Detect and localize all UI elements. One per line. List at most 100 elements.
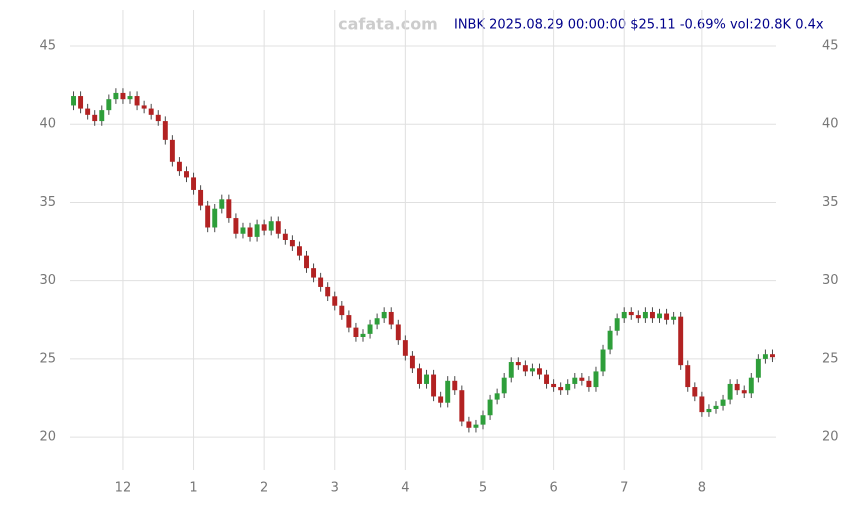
candle-body <box>614 318 620 331</box>
candle-body <box>402 340 408 356</box>
y-tick-label-right: 45 <box>822 38 839 53</box>
x-tick-label: 5 <box>479 481 487 496</box>
candle-body <box>148 108 154 115</box>
candle-body <box>226 199 232 219</box>
candle-body <box>748 377 754 394</box>
candle-body <box>741 390 747 394</box>
candle-body <box>720 399 726 406</box>
candle-body <box>642 311 648 319</box>
candle-body <box>92 114 98 122</box>
candle-body <box>120 92 126 100</box>
candle-body <box>198 189 204 206</box>
candle-body <box>388 311 394 325</box>
y-tick-label-right: 40 <box>822 117 839 132</box>
candle-body <box>755 358 761 378</box>
candle-body <box>494 393 500 400</box>
candle-body <box>431 374 437 397</box>
candle-body <box>162 121 168 140</box>
candle-body <box>78 96 84 109</box>
candle-body <box>459 390 465 422</box>
y-tick-label: 30 <box>39 273 56 288</box>
candle-body <box>424 374 430 384</box>
candle-body <box>219 199 225 209</box>
candle-body <box>113 92 119 100</box>
candle-body <box>169 139 175 162</box>
x-tick-label: 2 <box>260 481 268 496</box>
candle-body <box>685 365 691 388</box>
candle-body <box>268 221 274 231</box>
candle-body <box>353 327 359 338</box>
candle-body <box>318 277 324 287</box>
candle-body <box>191 177 197 190</box>
candle-body <box>769 354 775 358</box>
y-tick-label-right: 20 <box>822 430 839 445</box>
candle-body <box>247 227 253 237</box>
candle-body <box>275 221 281 234</box>
candle-body <box>395 324 401 341</box>
candle-body <box>416 368 422 384</box>
candle-body <box>487 399 493 416</box>
candle-body <box>346 315 352 328</box>
candle-body <box>296 246 302 256</box>
candle-body <box>289 240 295 247</box>
candle-body <box>572 377 578 384</box>
candle-body <box>311 268 317 278</box>
candle-body <box>85 108 91 115</box>
chart-title: INBK 2025.08.29 00:00:00 $25.11 -0.69% v… <box>454 18 824 33</box>
candle-body <box>734 383 740 391</box>
candle-body <box>409 355 415 369</box>
x-tick-label: 8 <box>698 481 706 496</box>
y-tick-label-right: 35 <box>822 195 839 210</box>
candle-body <box>762 354 768 359</box>
x-tick-label: 1 <box>189 481 197 496</box>
candle-body <box>184 171 189 178</box>
y-tick-label: 20 <box>39 430 56 445</box>
candle-body <box>558 387 564 391</box>
candle-body <box>522 365 528 372</box>
x-tick-label: 4 <box>401 481 409 496</box>
candle-body <box>127 96 133 100</box>
candle-body <box>473 424 479 428</box>
watermark: cafata.com <box>338 15 438 34</box>
candle-body <box>727 383 733 400</box>
x-tick-label: 3 <box>331 481 339 496</box>
candle-body <box>706 408 712 413</box>
x-tick-label: 7 <box>620 481 628 496</box>
candle-body <box>579 377 585 381</box>
candle-body <box>212 208 218 228</box>
candle-body <box>657 313 662 319</box>
y-tick-label: 25 <box>39 351 56 366</box>
candle-body <box>176 161 182 172</box>
candle-body <box>600 349 606 372</box>
x-tick-label: 12 <box>115 481 132 496</box>
candle-body <box>607 330 613 350</box>
y-tick-label-right: 25 <box>822 351 839 366</box>
y-tick-label: 35 <box>39 195 56 210</box>
candle-body <box>155 114 161 122</box>
y-tick-label-right: 30 <box>822 273 839 288</box>
candle-body <box>699 396 705 413</box>
candle-body <box>537 368 542 375</box>
candle-body <box>282 233 288 240</box>
candle-body <box>233 218 239 234</box>
candle-body <box>374 318 380 325</box>
candle-body <box>544 374 550 384</box>
candle-body <box>332 296 338 306</box>
candle-body <box>106 99 112 111</box>
y-tick-label: 40 <box>39 117 56 132</box>
candle-body <box>586 380 592 388</box>
candle-body <box>501 377 507 394</box>
candle-body <box>205 205 211 228</box>
candle-body <box>134 96 140 106</box>
candle-body <box>304 255 309 269</box>
candle-body <box>438 396 444 403</box>
candle-body <box>713 405 719 409</box>
candle-body <box>529 368 535 372</box>
candle-body <box>99 110 105 122</box>
candle-body <box>325 286 331 297</box>
candle-body <box>480 415 486 425</box>
candle-body <box>671 316 677 320</box>
candle-body <box>551 383 557 388</box>
candle-body <box>240 227 246 234</box>
